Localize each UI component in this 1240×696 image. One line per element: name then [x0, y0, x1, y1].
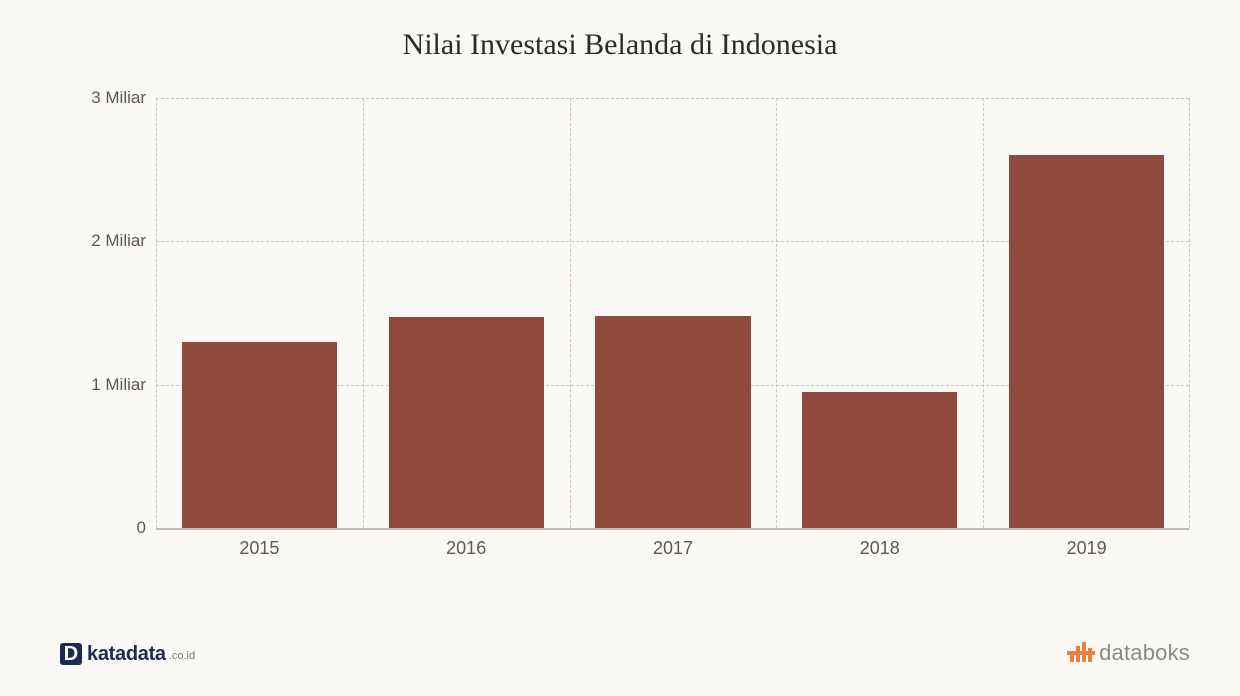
y-axis-label: 3 Miliar	[56, 88, 146, 108]
katadata-logo-text: katadata	[87, 643, 166, 666]
plot-area	[156, 98, 1190, 528]
x-axis-baseline	[156, 528, 1189, 530]
bar	[802, 392, 957, 528]
gridline-vertical	[983, 98, 984, 528]
gridline-vertical	[156, 98, 157, 528]
gridline-vertical	[363, 98, 364, 528]
y-axis-label: 0	[56, 518, 146, 538]
databoks-logo: databoks	[1069, 640, 1190, 666]
x-axis-label: 2015	[199, 538, 319, 559]
gridline-vertical	[776, 98, 777, 528]
x-axis-label: 2019	[1027, 538, 1147, 559]
databoks-logo-text: databoks	[1099, 640, 1190, 666]
x-axis-label: 2018	[820, 538, 940, 559]
footer: D katadata .co.id databoks	[60, 626, 1190, 666]
chart-area: 01 Miliar2 Miliar3 Miliar 20152016201720…	[60, 98, 1190, 568]
katadata-logo: D katadata .co.id	[60, 643, 195, 666]
gridline-horizontal	[156, 98, 1189, 99]
y-axis-label: 1 Miliar	[56, 375, 146, 395]
bar	[389, 317, 544, 528]
x-axis-label: 2017	[613, 538, 733, 559]
katadata-logo-mark: D	[60, 643, 82, 665]
databoks-icon	[1069, 642, 1093, 664]
x-axis-label: 2016	[406, 538, 526, 559]
bar	[1009, 155, 1164, 528]
chart-title: Nilai Investasi Belanda di Indonesia	[0, 28, 1240, 62]
bar	[595, 316, 750, 528]
gridline-vertical	[570, 98, 571, 528]
y-axis-label: 2 Miliar	[56, 231, 146, 251]
katadata-logo-suffix: .co.id	[169, 650, 195, 662]
bar	[182, 342, 337, 528]
